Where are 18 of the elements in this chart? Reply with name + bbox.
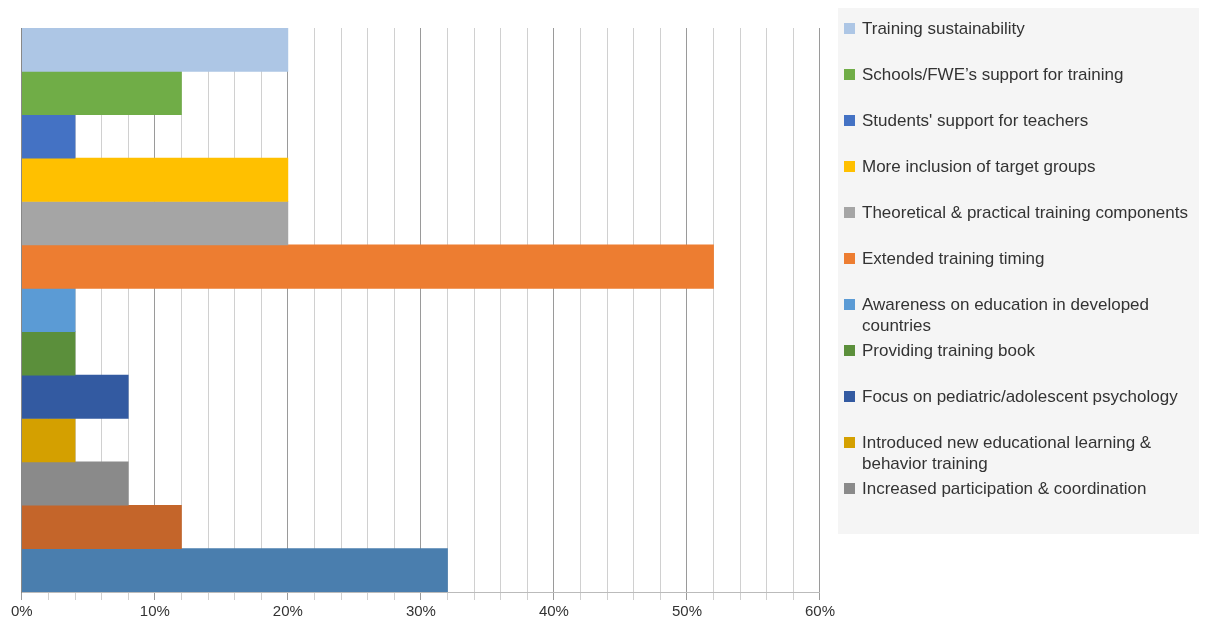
x-tick-label: 20% bbox=[272, 602, 303, 620]
legend-label: Awareness on education in developed countries bbox=[862, 294, 1150, 336]
legend-label: More inclusion of target groups bbox=[862, 156, 1096, 177]
legend-label: Providing training book bbox=[862, 340, 1035, 361]
x-tick-label: 50% bbox=[671, 602, 702, 620]
legend-label: Increased participation & coordination bbox=[862, 478, 1147, 499]
x-tick-label: 30% bbox=[405, 602, 436, 620]
legend-label: Students' support for teachers bbox=[862, 110, 1089, 131]
legend-label: Schools/FWE’s support for training bbox=[862, 64, 1124, 85]
x-tick-label: 0% bbox=[11, 602, 33, 620]
legend-label: Extended training timing bbox=[862, 248, 1045, 269]
x-tick-label: 40% bbox=[538, 602, 569, 620]
legend-label: Introduced new educational learning & behavior training bbox=[862, 432, 1153, 474]
legend-label: Training sustainability bbox=[862, 18, 1025, 39]
legend-label: Focus on pediatric/adolescent psychology bbox=[862, 386, 1178, 407]
x-tick-label: 10% bbox=[139, 602, 170, 620]
legend-label: Theoretical & practical training components bbox=[862, 202, 1188, 223]
x-tick-label: 60% bbox=[804, 602, 835, 620]
